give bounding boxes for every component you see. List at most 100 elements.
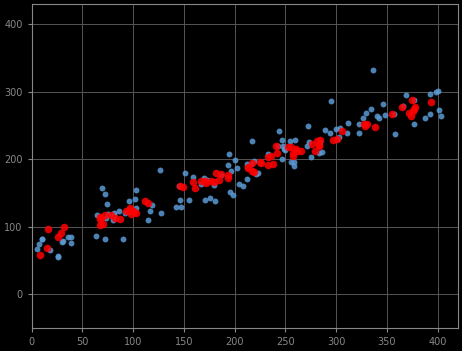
preds [179, 185, 187, 190]
actual [59, 238, 67, 244]
preds [361, 123, 369, 129]
preds [313, 139, 321, 144]
preds [257, 160, 265, 166]
preds [111, 215, 119, 220]
actual [290, 159, 297, 165]
preds [141, 198, 148, 204]
actual [281, 147, 289, 153]
actual [120, 237, 127, 242]
actual [39, 236, 46, 242]
actual [104, 211, 111, 217]
actual [305, 123, 312, 129]
preds [316, 144, 323, 149]
preds [269, 161, 277, 167]
preds [249, 160, 256, 166]
preds [294, 148, 301, 153]
actual [305, 139, 313, 145]
preds [289, 150, 297, 156]
actual [392, 132, 399, 137]
preds [290, 153, 297, 159]
preds [207, 178, 215, 184]
preds [122, 208, 130, 214]
actual [243, 177, 250, 182]
preds [272, 144, 280, 149]
preds [189, 179, 196, 185]
actual [251, 158, 258, 164]
actual [382, 113, 389, 118]
preds [364, 121, 371, 127]
preds [202, 180, 210, 186]
preds [60, 224, 67, 230]
actual [345, 120, 352, 126]
preds [96, 223, 103, 228]
preds [57, 230, 65, 236]
actual [35, 241, 43, 247]
actual [158, 210, 165, 216]
actual [227, 168, 235, 173]
actual [146, 208, 154, 214]
actual [278, 137, 286, 143]
actual [217, 172, 225, 178]
preds [329, 137, 337, 143]
actual [336, 125, 344, 131]
actual [363, 110, 370, 116]
actual [379, 101, 387, 107]
actual [189, 174, 196, 180]
actual [67, 240, 75, 246]
actual [200, 175, 207, 180]
actual [177, 204, 185, 210]
actual [172, 204, 180, 210]
preds [339, 128, 346, 134]
actual [115, 208, 122, 214]
actual [126, 209, 134, 215]
preds [55, 234, 62, 239]
actual [231, 157, 239, 163]
actual [317, 140, 324, 145]
actual [132, 205, 140, 211]
actual [186, 197, 193, 203]
preds [144, 200, 152, 205]
preds [129, 208, 137, 213]
actual [411, 121, 418, 127]
actual [422, 115, 429, 121]
actual [234, 166, 241, 171]
actual [287, 160, 294, 165]
actual [181, 171, 188, 176]
preds [244, 165, 251, 170]
preds [316, 142, 323, 147]
actual [226, 190, 234, 195]
preds [257, 159, 264, 164]
preds [36, 252, 43, 257]
preds [408, 113, 415, 119]
preds [130, 210, 137, 215]
actual [212, 198, 219, 204]
preds [176, 183, 184, 188]
actual [225, 151, 233, 157]
actual [307, 154, 315, 160]
preds [311, 148, 318, 154]
actual [239, 183, 247, 188]
preds [44, 226, 52, 232]
preds [264, 162, 271, 168]
preds [297, 148, 304, 154]
preds [264, 154, 272, 160]
actual [55, 254, 62, 260]
actual [202, 197, 209, 203]
preds [285, 144, 292, 150]
actual [315, 151, 322, 156]
preds [99, 221, 107, 227]
actual [255, 171, 262, 176]
actual [367, 106, 375, 112]
preds [225, 176, 232, 181]
preds [197, 178, 205, 183]
preds [245, 166, 252, 171]
actual [55, 253, 62, 259]
preds [249, 168, 256, 174]
actual [132, 187, 140, 193]
actual [356, 121, 363, 127]
actual [110, 211, 118, 216]
actual [125, 198, 133, 204]
actual [290, 163, 298, 168]
actual [207, 196, 214, 201]
preds [212, 170, 219, 176]
